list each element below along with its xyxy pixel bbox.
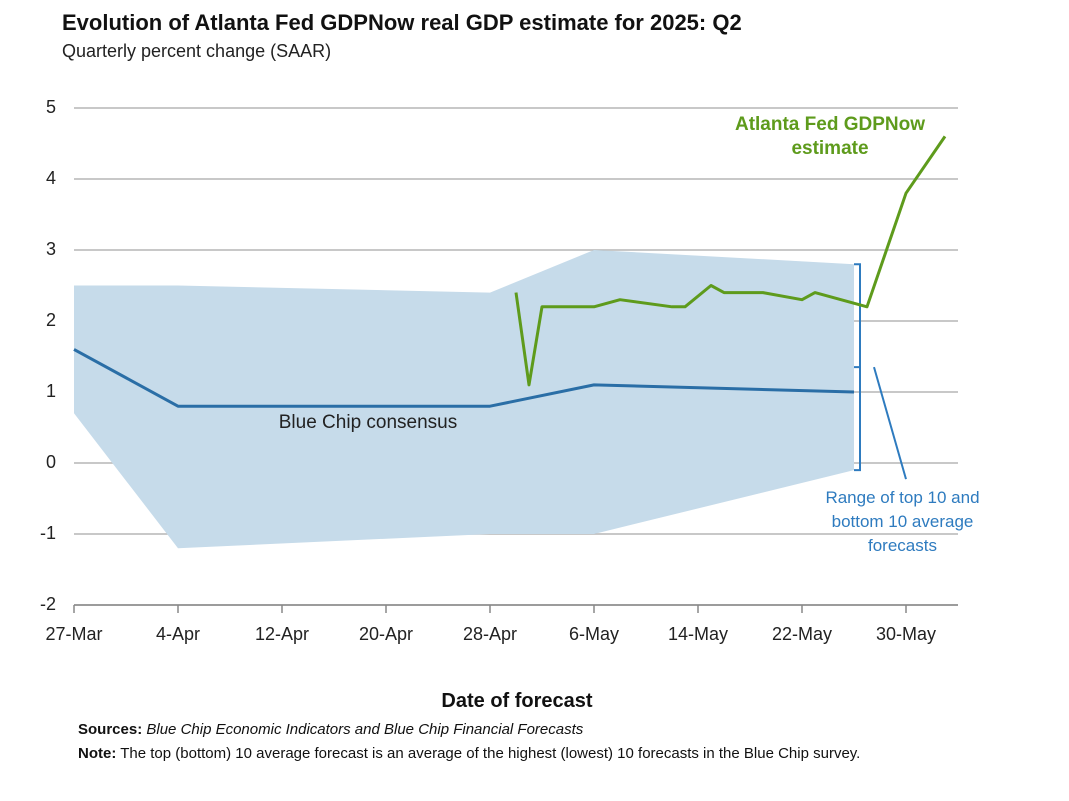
x-tick-label: 4-Apr <box>156 624 200 644</box>
y-tick-label: 2 <box>46 310 56 330</box>
x-tick-label: 22-May <box>772 624 832 644</box>
range-label: Range of top 10 and bottom 10 average fo… <box>825 488 980 555</box>
note-label: Note: <box>78 745 117 762</box>
x-tick-label: 27-Mar <box>45 624 102 644</box>
sources-label: Sources: <box>78 721 143 738</box>
series-line <box>73 348 855 408</box>
x-tick-label: 14-May <box>668 624 728 644</box>
y-tick-label: 4 <box>46 168 56 188</box>
note-text: The top (bottom) 10 average forecast is … <box>120 745 861 762</box>
y-tick-label: 0 <box>46 452 56 472</box>
x-tick-label: 12-Apr <box>255 624 309 644</box>
note: Note: The top (bottom) 10 average foreca… <box>78 743 908 764</box>
y-tick-label: 1 <box>46 381 56 401</box>
range-leader <box>873 366 907 480</box>
sources-text: Blue Chip Economic Indicators and Blue C… <box>146 721 584 738</box>
range-band <box>74 250 854 549</box>
x-tick-label: 30-May <box>876 624 936 644</box>
x-tick-label: 20-Apr <box>359 624 413 644</box>
series-label: Blue Chip consensus <box>279 412 458 433</box>
series-line <box>514 135 947 387</box>
range-bracket <box>854 263 861 472</box>
x-tick-label: 6-May <box>569 624 619 644</box>
y-tick-label: 5 <box>46 97 56 117</box>
chart-subtitle: Quarterly percent change (SAAR) <box>62 41 332 61</box>
y-tick-label: 3 <box>46 239 56 259</box>
y-tick-label: -1 <box>40 523 56 543</box>
series-label: Atlanta Fed GDPNow estimate <box>734 114 925 159</box>
chart-title: Evolution of Atlanta Fed GDPNow real GDP… <box>62 10 742 35</box>
y-tick-label: -2 <box>40 594 56 614</box>
x-tick-label: 28-Apr <box>463 624 517 644</box>
x-axis-title: Date of forecast <box>441 690 593 712</box>
sources: Sources: Blue Chip Economic Indicators a… <box>78 721 978 738</box>
